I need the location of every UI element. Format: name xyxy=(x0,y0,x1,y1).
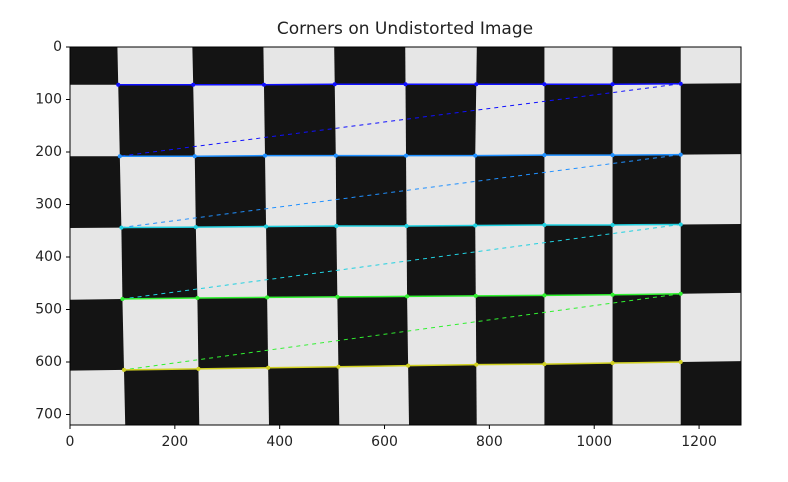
dark-square xyxy=(612,154,681,225)
corner xyxy=(264,224,269,229)
corner xyxy=(542,362,547,367)
dark-square xyxy=(335,155,407,227)
y-tick-label: 700 xyxy=(35,407,62,423)
dark-square xyxy=(268,366,340,425)
corner xyxy=(610,82,615,87)
x-tick-label: 600 xyxy=(371,434,398,450)
corner xyxy=(610,292,615,297)
row-connector xyxy=(119,83,681,157)
dark-square xyxy=(197,297,269,369)
corner xyxy=(333,153,338,158)
x-tick-label: 200 xyxy=(161,434,188,450)
corner xyxy=(678,152,683,157)
dark-square xyxy=(70,156,122,228)
dark-square xyxy=(612,47,681,85)
corner xyxy=(473,223,478,228)
y-tick-label: 300 xyxy=(35,197,62,213)
dark-square xyxy=(406,225,476,297)
dark-square xyxy=(192,47,264,85)
corner xyxy=(261,82,266,87)
corner xyxy=(334,224,339,229)
corner xyxy=(474,82,479,87)
corner xyxy=(196,366,201,371)
corner xyxy=(405,294,410,299)
dark-square xyxy=(476,47,545,85)
corner xyxy=(542,153,547,158)
corner xyxy=(266,365,271,370)
corner xyxy=(119,225,124,230)
corner xyxy=(542,222,547,227)
corner xyxy=(120,297,125,301)
dark-square xyxy=(680,223,741,294)
corner xyxy=(678,360,683,364)
corner xyxy=(195,295,200,300)
corner xyxy=(193,225,198,230)
y-tick-label: 200 xyxy=(35,144,62,160)
corner xyxy=(116,82,121,87)
corner xyxy=(678,81,683,86)
dark-square xyxy=(194,155,267,228)
corner xyxy=(403,82,408,87)
corner xyxy=(542,293,547,298)
row-connector xyxy=(123,293,681,371)
dark-square xyxy=(121,227,198,299)
dark-square xyxy=(475,295,545,365)
corner xyxy=(117,154,122,159)
dark-square xyxy=(544,224,613,296)
y-tick-label: 0 xyxy=(53,39,62,55)
y-tick-label: 100 xyxy=(35,92,62,108)
dark-square xyxy=(405,84,477,156)
dark-square xyxy=(266,226,338,298)
dark-square xyxy=(680,83,741,155)
corner xyxy=(404,153,409,158)
corner xyxy=(542,82,547,87)
corner xyxy=(473,293,478,298)
dark-square xyxy=(263,84,336,156)
corner xyxy=(121,367,126,372)
x-tick-label: 1000 xyxy=(576,434,612,450)
dark-square xyxy=(475,155,545,226)
dark-square xyxy=(337,296,409,367)
x-tick-label: 0 xyxy=(66,434,75,450)
row-connector xyxy=(122,223,681,300)
dark-square xyxy=(70,299,124,371)
dark-square xyxy=(544,363,613,425)
corner xyxy=(406,363,411,368)
corner xyxy=(265,295,270,300)
corner xyxy=(336,364,341,369)
x-tick-label: 400 xyxy=(266,434,293,450)
corner xyxy=(610,361,615,366)
axes-frame xyxy=(69,46,742,426)
row-connector xyxy=(121,154,681,229)
corner xyxy=(263,153,268,158)
dark-square xyxy=(118,84,195,157)
dark-square xyxy=(70,47,119,85)
dark-square xyxy=(612,293,681,364)
dark-square xyxy=(334,47,406,85)
corner xyxy=(192,154,197,159)
corner xyxy=(678,222,683,227)
corner xyxy=(191,82,196,87)
dark-square xyxy=(408,364,477,425)
corner xyxy=(404,224,409,229)
dark-square xyxy=(123,368,200,425)
corner xyxy=(332,82,337,87)
corner xyxy=(610,153,615,158)
corner xyxy=(678,291,683,296)
corner xyxy=(610,222,615,227)
y-tick-label: 600 xyxy=(35,354,62,370)
dark-square xyxy=(544,84,613,156)
y-tick-label: 500 xyxy=(35,302,62,318)
corner xyxy=(335,294,340,299)
chart-title: Corners on Undistorted Image xyxy=(277,19,533,39)
x-tick-label: 800 xyxy=(476,434,503,450)
corner xyxy=(473,153,478,158)
dark-square xyxy=(680,361,741,425)
y-tick-label: 400 xyxy=(35,249,62,265)
corner xyxy=(474,362,479,367)
x-tick-label: 1200 xyxy=(681,434,717,450)
